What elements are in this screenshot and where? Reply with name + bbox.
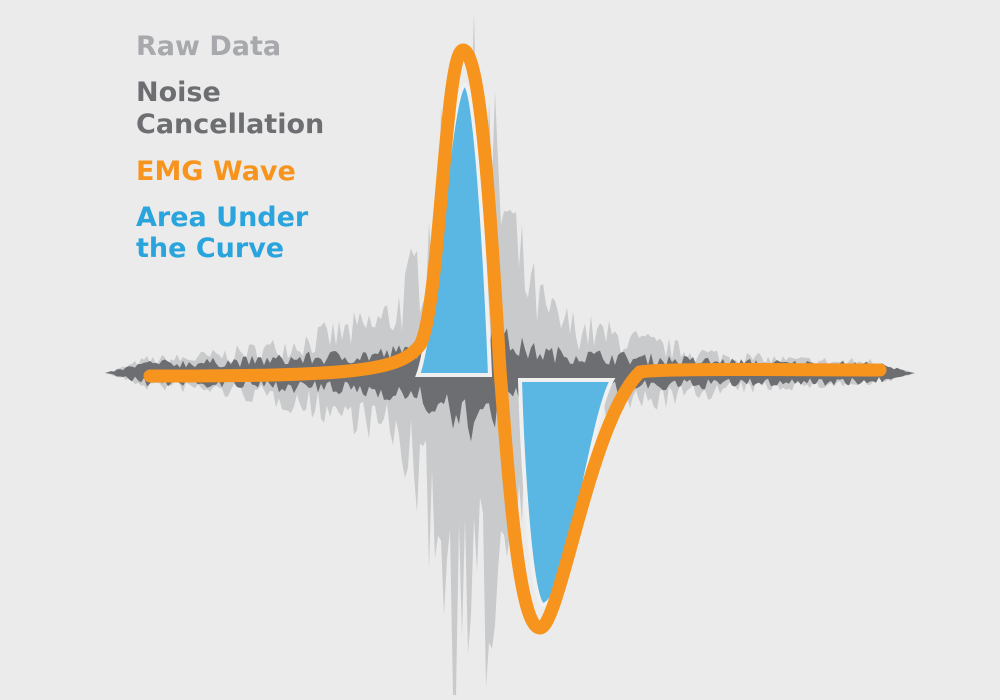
label-line: the Curve [136,233,284,264]
emg-wave [143,43,887,635]
noise-waveform [105,308,915,442]
label-line: Area Under [136,202,309,233]
label-noise-cancellation: Noise Cancellation [136,77,324,140]
noise-shape [105,308,915,442]
label-raw-data: Raw Data [136,31,281,62]
label-emg-wave: EMG Wave [136,156,296,187]
label-line: Noise [136,77,221,108]
area-negative [517,378,616,608]
label-line: Cancellation [136,109,324,140]
label-area: Area Under the Curve [136,202,318,264]
